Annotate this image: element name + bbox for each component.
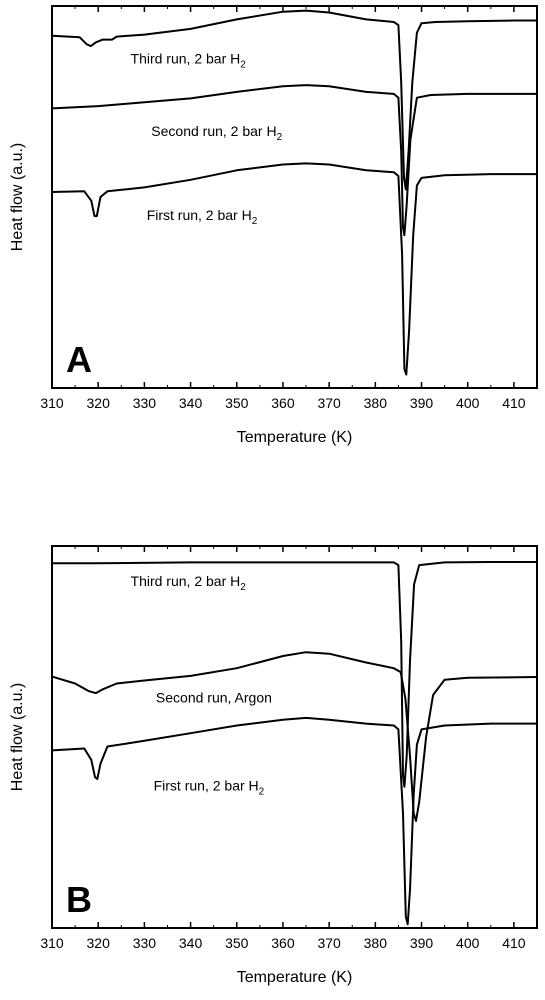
x-tick-label: 370: [317, 395, 341, 411]
x-axis-label: Temperature (K): [237, 429, 353, 446]
series-line-1: [51, 9, 538, 191]
x-tick-label: 370: [317, 935, 341, 951]
series-annotation: Third run, 2 bar H2: [131, 50, 247, 70]
x-tick-label: 340: [179, 395, 203, 411]
annotation-text: Third run, 2 bar H: [131, 573, 241, 589]
x-tick-label: 330: [133, 395, 157, 411]
panel-label-b: B: [66, 879, 92, 920]
series-annotation: First run, 2 bar H2: [154, 777, 265, 797]
plot-frame: [51, 545, 538, 929]
x-tick-label: 360: [271, 395, 295, 411]
annotation-text: Third run, 2 bar H: [131, 50, 241, 66]
panel-label-a: A: [66, 339, 92, 380]
x-tick-label: 310: [40, 935, 64, 951]
x-tick-label: 390: [410, 935, 434, 951]
x-tick-label: 350: [225, 935, 249, 951]
y-axis-label: Heat flow (a.u.): [9, 143, 26, 251]
annotation-text: First run, 2 bar H: [154, 777, 259, 793]
annotation-text: First run, 2 bar H: [147, 207, 252, 223]
x-tick-label: 320: [87, 395, 111, 411]
series-line-2: [51, 651, 538, 822]
x-tick-label: 380: [364, 395, 388, 411]
series-annotation: First run, 2 bar H2: [147, 207, 258, 227]
x-tick-label: 340: [179, 935, 203, 951]
annotation-subscript: 2: [240, 582, 246, 593]
x-tick-label: 310: [40, 395, 64, 411]
series-annotation: Third run, 2 bar H2: [131, 573, 247, 593]
panel-b: 310 320 330 340 350 360 370 380 390 400 410 Tempera…: [9, 545, 538, 986]
x-tick-label: 410: [502, 395, 526, 411]
panel-a: 310 320 330 340 350 360 370 380 390 400 410 Tempera…: [9, 5, 538, 446]
x-tick-label: 380: [364, 935, 388, 951]
x-tick-label: 350: [225, 395, 249, 411]
series-line-3: [51, 716, 538, 926]
x-axis-label: Temperature (K): [237, 969, 353, 986]
plot-frame: [51, 5, 538, 389]
annotation-text: Second run, 2 bar H: [151, 123, 276, 139]
series-annotation: Second run, Argon: [156, 690, 272, 706]
annotation-subscript: 2: [252, 216, 258, 227]
annotation-subscript: 2: [259, 786, 265, 797]
series-annotation: Second run, 2 bar H2: [151, 123, 282, 143]
x-tick-label: 400: [456, 395, 480, 411]
x-tick-label: 410: [502, 935, 526, 951]
series-line-2: [51, 84, 538, 237]
annotation-subscript: 2: [277, 132, 283, 143]
x-tick-label: 390: [410, 395, 434, 411]
annotation-text: Second run, Argon: [156, 690, 272, 706]
x-tick-label: 400: [456, 935, 480, 951]
series-line-3: [51, 162, 538, 376]
x-tick-label: 330: [133, 935, 157, 951]
annotation-subscript: 2: [240, 59, 246, 70]
y-axis-label: Heat flow (a.u.): [9, 683, 26, 791]
series-line-1: [51, 561, 538, 788]
x-tick-label: 320: [87, 935, 111, 951]
x-tick-label: 360: [271, 935, 295, 951]
